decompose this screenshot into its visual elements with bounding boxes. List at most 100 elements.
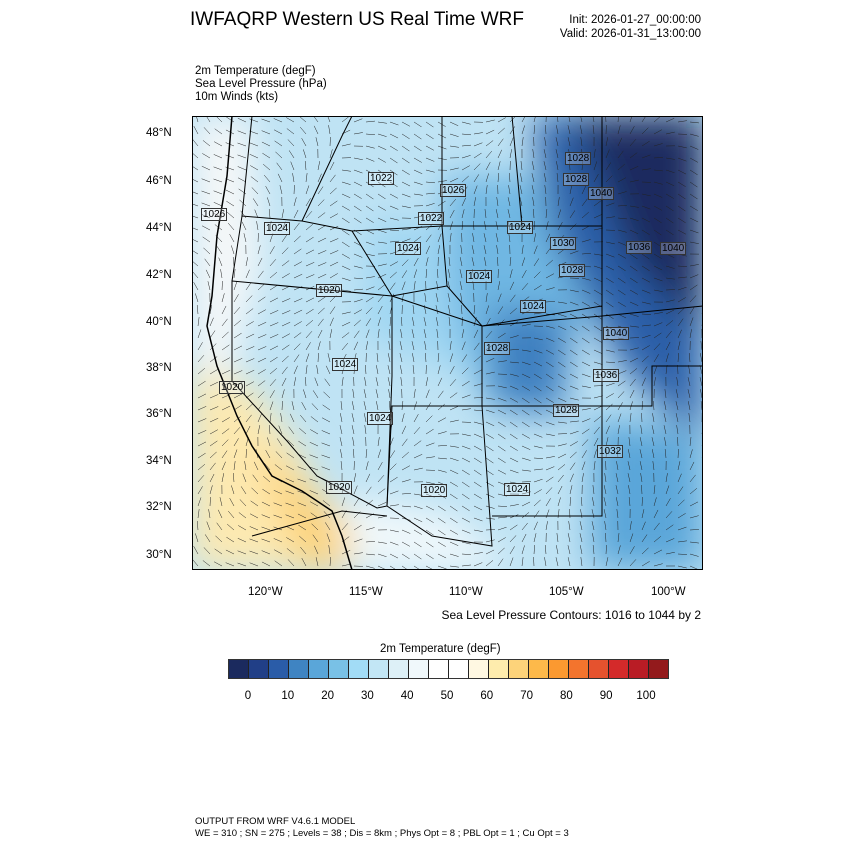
wind-barb: [353, 365, 356, 375]
wind-barb: [297, 513, 307, 519]
wind-barb: [497, 257, 499, 267]
wind-barb: [509, 409, 518, 416]
wind-barb: [485, 119, 495, 123]
wind-barb: [509, 321, 519, 327]
wind-barb: [461, 380, 470, 387]
contour-label: 1020: [316, 284, 343, 297]
wind-barb: [285, 514, 295, 519]
wind-barb: [197, 464, 206, 471]
wind-barb: [365, 541, 375, 543]
wind-barb: [676, 377, 679, 387]
wind-barb: [221, 417, 230, 423]
wind-barb: [278, 425, 283, 435]
wind-barb: [508, 185, 511, 195]
wind-barb: [197, 430, 207, 435]
wind-barb: [544, 545, 547, 555]
contour-label: 1040: [588, 187, 615, 200]
colorbar-swatch: [549, 660, 569, 678]
wind-barb: [377, 437, 380, 447]
wind-barb: [317, 329, 323, 339]
wind-barb: [593, 325, 602, 332]
contour-label: 1024: [264, 222, 291, 235]
wind-barb: [497, 346, 507, 351]
wind-barb: [651, 425, 655, 435]
wind-barb: [249, 142, 259, 147]
wind-barb: [579, 125, 583, 135]
contour-label: 1028: [484, 342, 511, 355]
wind-barb: [665, 169, 675, 174]
wind-barb: [689, 488, 698, 495]
wind-barb: [245, 269, 250, 279]
wind-barb: [581, 253, 591, 255]
wind-barb: [677, 276, 687, 279]
wind-barb: [201, 178, 211, 183]
wind-barb: [425, 145, 435, 151]
wind-barb: [257, 245, 261, 255]
wind-barb: [497, 117, 506, 123]
wind-barb: [567, 557, 571, 567]
wind-barb: [375, 389, 379, 399]
wind-barb: [629, 413, 632, 423]
wind-barb: [545, 385, 554, 392]
wind-barb: [496, 245, 499, 255]
wind-barb: [245, 308, 254, 315]
wind-barb: [377, 217, 387, 222]
wind-barb: [521, 457, 531, 461]
wind-barb: [497, 281, 501, 291]
wind-barb: [605, 361, 615, 363]
wind-barb: [677, 341, 681, 351]
wind-barb: [377, 263, 387, 267]
wind-barb: [351, 413, 355, 423]
colorbar-swatch: [289, 660, 309, 678]
wind-barb: [545, 521, 548, 531]
wind-barb: [653, 181, 663, 185]
wind-barb: [317, 296, 326, 303]
wind-barb: [297, 502, 307, 507]
colorbar-tick-label: 100: [636, 690, 656, 702]
wind-barb: [365, 296, 374, 303]
wind-barb: [388, 389, 391, 399]
wind-barb: [449, 445, 459, 448]
wind-barb: [581, 408, 591, 411]
wind-barb: [322, 500, 331, 507]
wind-barb: [449, 553, 459, 557]
wind-barb: [202, 236, 211, 243]
wind-barb: [555, 557, 559, 567]
wind-barb: [214, 548, 223, 555]
wind-barb: [305, 308, 314, 315]
wind-barb: [257, 309, 266, 315]
wind-barb: [341, 523, 349, 531]
wind-barb: [581, 439, 589, 447]
wind-barb: [665, 118, 675, 123]
lat-tick-label: 32°N: [146, 501, 172, 513]
wind-barb: [437, 403, 445, 411]
wind-barb: [533, 284, 542, 291]
wind-barb: [689, 449, 693, 459]
wind-barb: [653, 277, 663, 282]
wind-barb: [221, 293, 225, 303]
wind-barb: [275, 151, 283, 159]
colorbar-tick-label: 0: [244, 690, 252, 702]
wind-barb: [341, 169, 351, 172]
wind-barb: [262, 163, 271, 171]
wind-barb: [387, 377, 391, 387]
wind-barb: [195, 293, 199, 303]
wind-barb: [641, 154, 651, 159]
wind-barb: [341, 277, 351, 281]
wind-barb: [461, 408, 471, 411]
wind-barb: [556, 125, 559, 135]
wind-barb: [665, 309, 675, 315]
wind-barb: [509, 373, 519, 377]
wind-barb: [437, 390, 444, 399]
wind-barb: [225, 154, 235, 159]
wind-barb: [557, 197, 560, 207]
wind-barb: [605, 313, 614, 320]
wind-barb: [689, 306, 695, 315]
wind-barb: [473, 562, 483, 567]
wind-barb: [218, 257, 223, 267]
wind-barb: [473, 355, 481, 363]
wind-barb: [665, 229, 674, 236]
wind-barb: [664, 401, 667, 411]
wind-barb: [652, 401, 655, 411]
wind-barb: [617, 545, 621, 555]
